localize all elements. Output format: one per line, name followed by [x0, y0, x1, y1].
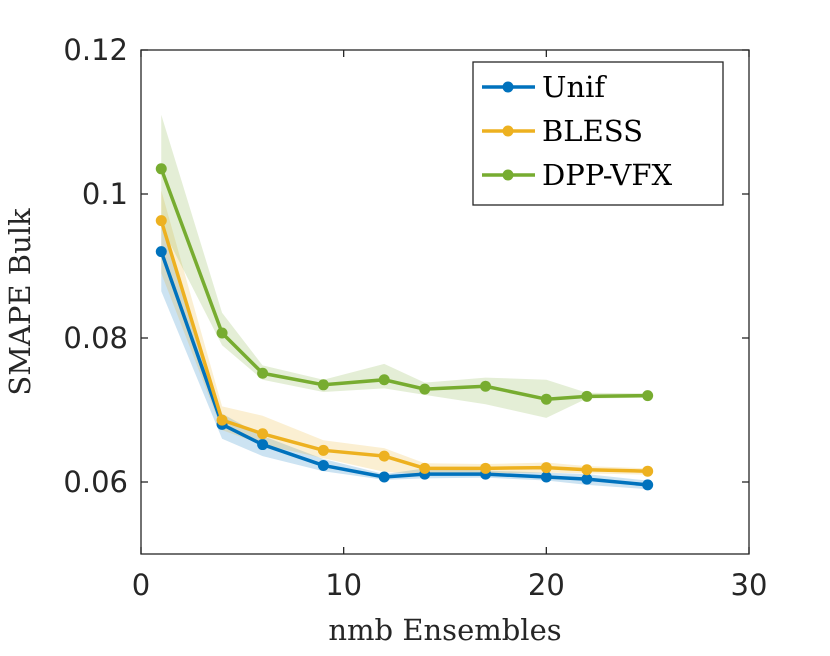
- point-unif: [155, 246, 167, 258]
- point-dpp-vfx: [419, 383, 431, 395]
- point-dpp-vfx: [378, 374, 390, 386]
- point-bless: [378, 450, 390, 462]
- line-bless: [159, 220, 648, 473]
- x-tick-label: 10: [325, 568, 362, 602]
- legend-marker-bless: [502, 125, 514, 137]
- point-dpp-vfx: [540, 393, 552, 405]
- point-bless: [480, 462, 492, 474]
- y-tick-label: 0.06: [63, 465, 128, 499]
- point-dpp-vfx: [257, 367, 269, 379]
- line-dpp-vfx: [159, 168, 648, 401]
- point-dpp-vfx: [581, 390, 593, 402]
- point-bless: [155, 215, 167, 227]
- legend-label-unif: Unif: [542, 70, 607, 104]
- legend-marker-unif: [502, 81, 514, 93]
- point-unif: [317, 459, 329, 471]
- x-tick-label: 0: [132, 568, 150, 602]
- y-tick-label: 0.12: [63, 33, 128, 67]
- x-axis-label: nmb Ensembles: [328, 613, 561, 647]
- point-bless: [540, 462, 552, 474]
- legend-label-bless: BLESS: [542, 114, 643, 148]
- point-bless: [317, 444, 329, 456]
- line-unif: [159, 251, 648, 487]
- y-axis-label: SMAPE Bulk: [3, 208, 37, 396]
- point-unif: [257, 439, 269, 451]
- point-unif: [540, 471, 552, 483]
- point-bless: [216, 414, 228, 426]
- x-tick-label: 30: [731, 568, 768, 602]
- point-bless: [419, 462, 431, 474]
- point-dpp-vfx: [155, 163, 167, 175]
- point-bless: [257, 428, 269, 440]
- legend-label-dpp-vfx: DPP-VFX: [542, 158, 672, 192]
- point-bless: [581, 464, 593, 476]
- point-dpp-vfx: [480, 380, 492, 392]
- point-dpp-vfx: [317, 379, 329, 391]
- plot-frame: [140, 49, 750, 555]
- point-unif: [581, 473, 593, 485]
- y-tick-label: 0.1: [82, 177, 128, 211]
- point-unif: [642, 479, 654, 491]
- legend-marker-dpp-vfx: [502, 169, 514, 181]
- axis-ticks: 0 10 20 30 0.06 0.08 0.1 0.12: [63, 33, 767, 602]
- y-tick-label: 0.08: [63, 321, 128, 355]
- point-unif: [378, 471, 390, 483]
- series-lines: [155, 163, 654, 491]
- point-bless: [642, 465, 654, 477]
- x-tick-label: 20: [528, 568, 565, 602]
- point-dpp-vfx: [642, 390, 654, 402]
- legend: Unif BLESS DPP-VFX: [472, 61, 724, 206]
- point-dpp-vfx: [216, 327, 228, 339]
